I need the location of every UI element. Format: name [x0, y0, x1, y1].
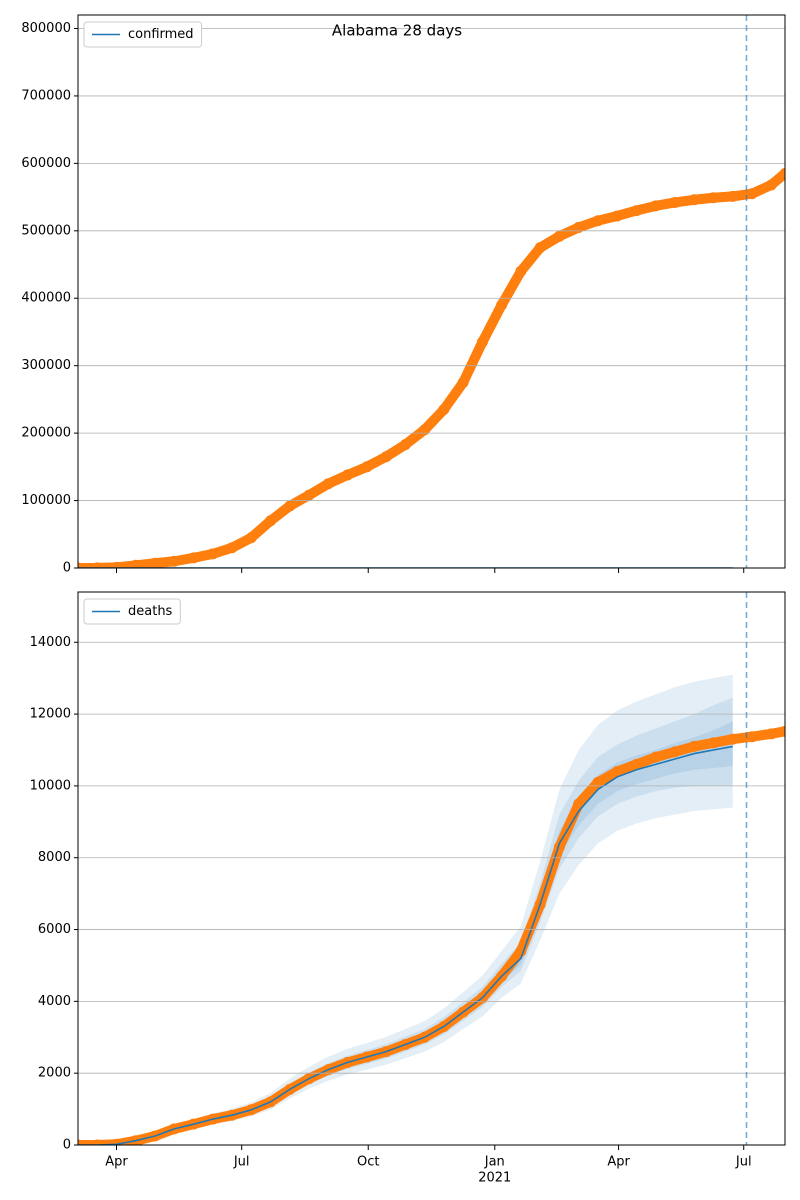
- observed-trace: [78, 168, 785, 568]
- y-tick-label: 12000: [30, 707, 71, 722]
- legend-label: confirmed: [128, 27, 194, 42]
- observed-point: [573, 221, 585, 233]
- observed-point: [265, 515, 277, 527]
- x-tick-label: Jul: [233, 1155, 250, 1170]
- observed-point: [669, 196, 681, 208]
- y-tick-label: 8000: [38, 850, 71, 865]
- legend-box: [83, 598, 181, 625]
- y-tick-label: 0: [63, 561, 71, 576]
- uncertainty-band: [78, 674, 733, 1145]
- observed-point: [207, 548, 219, 560]
- observed-point: [111, 561, 123, 568]
- observed-point: [245, 532, 257, 544]
- chart-title: Alabama 28 days: [332, 22, 462, 40]
- observed-point: [130, 559, 142, 568]
- observed-point: [515, 265, 527, 277]
- y-tick-label: 700000: [21, 88, 71, 103]
- y-tick-label: 4000: [38, 994, 71, 1009]
- observed-point: [746, 188, 758, 200]
- observed-point: [592, 776, 604, 788]
- y-tick-label: 200000: [21, 426, 71, 441]
- observed-point: [284, 500, 296, 512]
- observed-point: [361, 461, 373, 473]
- y-tick-label: 800000: [21, 21, 71, 36]
- observed-point: [746, 731, 758, 743]
- x-tick-label: Oct: [357, 1155, 379, 1170]
- axes-frame: [77, 14, 786, 569]
- observed-point: [688, 740, 700, 752]
- observed-point: [611, 766, 623, 778]
- y-tick-label: 14000: [30, 635, 71, 650]
- observed-point: [303, 489, 315, 501]
- legend-label: deaths: [128, 604, 173, 619]
- model-line: [78, 745, 733, 1145]
- x-tick-sublabel: 2021: [478, 1171, 511, 1186]
- observed-point: [399, 439, 411, 451]
- observed-point: [457, 377, 469, 389]
- observed-point: [611, 210, 623, 222]
- y-tick-label: 400000: [21, 291, 71, 306]
- y-tick-label: 300000: [21, 358, 71, 373]
- observed-point: [765, 179, 777, 191]
- observed-point: [727, 733, 739, 745]
- observed-point: [78, 562, 84, 568]
- observed-point: [476, 336, 488, 348]
- observed-point: [553, 230, 565, 242]
- y-tick-label: 6000: [38, 922, 71, 937]
- observed-point: [438, 404, 450, 416]
- observed-point: [630, 205, 642, 217]
- y-tick-label: 600000: [21, 156, 71, 171]
- y-tick-label: 500000: [21, 223, 71, 238]
- plot-area: [78, 674, 785, 1145]
- observed-point: [380, 451, 392, 463]
- y-tick-label: 10000: [30, 778, 71, 793]
- observed-point: [688, 194, 700, 206]
- y-tick-label: 0: [63, 1138, 71, 1153]
- observed-point: [573, 798, 585, 810]
- observed-point: [342, 469, 354, 481]
- observed-point: [149, 557, 161, 568]
- observed-point: [592, 215, 604, 227]
- observed-point: [669, 746, 681, 758]
- x-tick-label: Apr: [607, 1155, 630, 1170]
- observed-point: [727, 190, 739, 202]
- x-tick-label: Jul: [735, 1155, 752, 1170]
- x-tick-label: Apr: [105, 1155, 128, 1170]
- observed-point: [779, 167, 785, 179]
- observed-point: [779, 725, 785, 737]
- y-tick-label: 100000: [21, 493, 71, 508]
- observed-point: [168, 555, 180, 567]
- plot-area: [78, 167, 785, 568]
- observed-point: [78, 1139, 84, 1145]
- legend-box: [83, 21, 203, 48]
- observed-point: [707, 737, 719, 749]
- observed-point: [707, 192, 719, 204]
- observed-point: [630, 758, 642, 770]
- y-tick-label: 2000: [38, 1066, 71, 1081]
- observed-point: [650, 200, 662, 212]
- observed-point: [650, 751, 662, 763]
- uncertainty-band: [78, 721, 733, 1145]
- axes-frame: [77, 591, 786, 1146]
- x-tick-label: Jan: [484, 1155, 505, 1170]
- observed-point: [226, 542, 238, 554]
- observed-point: [496, 299, 508, 311]
- observed-point: [534, 242, 546, 254]
- observed-point: [188, 552, 200, 564]
- observed-point: [91, 562, 103, 568]
- observed-point: [322, 478, 334, 490]
- observed-point: [419, 424, 431, 436]
- observed-point: [91, 1139, 103, 1145]
- uncertainty-band: [78, 697, 733, 1145]
- observed-point: [765, 728, 777, 740]
